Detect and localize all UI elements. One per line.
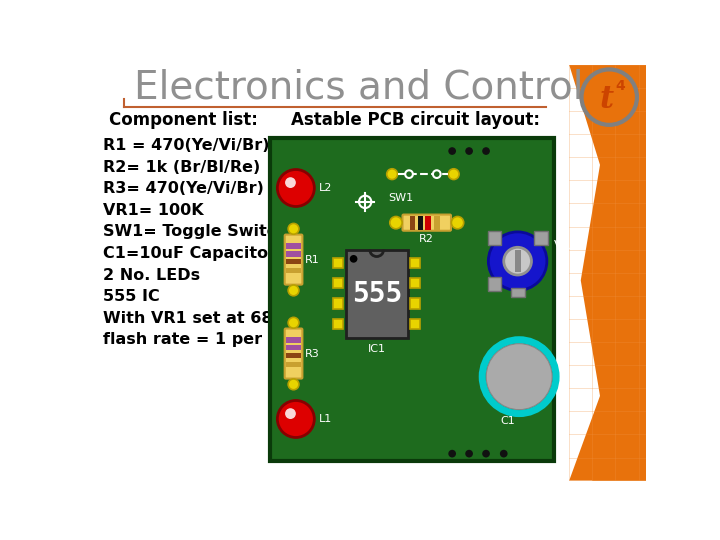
- Circle shape: [285, 408, 296, 419]
- Circle shape: [390, 217, 402, 229]
- Bar: [410, 215, 415, 230]
- FancyBboxPatch shape: [271, 138, 554, 461]
- Text: VR1: VR1: [554, 239, 579, 252]
- Bar: [286, 268, 301, 273]
- Bar: [410, 259, 420, 268]
- FancyBboxPatch shape: [284, 328, 302, 379]
- Text: t: t: [600, 84, 614, 115]
- Bar: [286, 345, 301, 350]
- Text: flash rate = 1 per sec: flash rate = 1 per sec: [104, 332, 298, 347]
- Text: Electronics and Control: Electronics and Control: [134, 69, 584, 107]
- Bar: [410, 279, 420, 288]
- Bar: [333, 279, 343, 288]
- Text: With VR1 set at 68K: With VR1 set at 68K: [104, 310, 285, 326]
- Bar: [286, 353, 301, 358]
- Text: 555 IC: 555 IC: [104, 289, 160, 304]
- Circle shape: [482, 147, 490, 155]
- Circle shape: [288, 379, 299, 390]
- Bar: [515, 251, 521, 272]
- Text: SW1: SW1: [388, 193, 413, 203]
- Circle shape: [500, 450, 508, 457]
- Circle shape: [488, 232, 547, 291]
- Circle shape: [449, 147, 456, 155]
- Bar: [346, 249, 408, 338]
- Circle shape: [504, 247, 531, 275]
- Circle shape: [288, 224, 299, 234]
- Text: 555: 555: [351, 280, 402, 308]
- Bar: [286, 251, 301, 256]
- Circle shape: [449, 450, 456, 457]
- Bar: [534, 231, 548, 245]
- Circle shape: [277, 170, 315, 206]
- Circle shape: [277, 401, 315, 437]
- FancyBboxPatch shape: [402, 214, 451, 231]
- Text: Astable PCB circuit layout:: Astable PCB circuit layout:: [291, 111, 540, 129]
- Circle shape: [586, 74, 632, 120]
- Text: 2 No. LEDs: 2 No. LEDs: [104, 267, 200, 282]
- Circle shape: [350, 255, 357, 262]
- Bar: [418, 215, 423, 230]
- Circle shape: [465, 450, 473, 457]
- Circle shape: [288, 285, 299, 296]
- Text: 4: 4: [615, 79, 625, 93]
- Bar: [510, 288, 525, 298]
- Text: R1 = 470(Ye/Vi/Br): R1 = 470(Ye/Vi/Br): [104, 138, 270, 153]
- Bar: [333, 259, 343, 268]
- Circle shape: [285, 177, 296, 188]
- Bar: [286, 338, 301, 343]
- Bar: [434, 215, 440, 230]
- Circle shape: [486, 343, 552, 410]
- Bar: [487, 278, 501, 291]
- Polygon shape: [570, 65, 647, 481]
- Text: C1=10uF Capacitor: C1=10uF Capacitor: [104, 246, 276, 261]
- Text: R2: R2: [419, 234, 434, 244]
- Text: IC1: IC1: [368, 344, 386, 354]
- Bar: [286, 259, 301, 264]
- Circle shape: [482, 450, 490, 457]
- Text: R1: R1: [305, 255, 320, 265]
- Bar: [410, 299, 420, 308]
- FancyBboxPatch shape: [284, 234, 302, 285]
- Text: R2= 1k (Br/Bl/Re): R2= 1k (Br/Bl/Re): [104, 160, 261, 175]
- Text: L1: L1: [319, 414, 332, 424]
- Bar: [286, 362, 301, 367]
- Circle shape: [405, 170, 413, 178]
- Circle shape: [288, 318, 299, 328]
- Circle shape: [449, 168, 459, 179]
- Circle shape: [465, 147, 473, 155]
- Bar: [426, 215, 431, 230]
- Bar: [410, 319, 420, 328]
- Text: C1: C1: [500, 416, 515, 426]
- Bar: [333, 299, 343, 308]
- Circle shape: [582, 70, 637, 125]
- Polygon shape: [593, 65, 647, 481]
- Circle shape: [433, 170, 441, 178]
- Text: L2: L2: [319, 183, 333, 193]
- Text: VR1= 100K: VR1= 100K: [104, 203, 204, 218]
- Text: R3: R3: [305, 348, 320, 359]
- Circle shape: [451, 217, 464, 229]
- Bar: [333, 319, 343, 328]
- Bar: [487, 231, 501, 245]
- Circle shape: [387, 168, 397, 179]
- Text: SW1= Toggle Switch: SW1= Toggle Switch: [104, 225, 288, 239]
- Bar: [286, 244, 301, 249]
- Text: R3= 470(Ye/Vi/Br): R3= 470(Ye/Vi/Br): [104, 181, 264, 196]
- Text: Component list:: Component list:: [109, 111, 258, 129]
